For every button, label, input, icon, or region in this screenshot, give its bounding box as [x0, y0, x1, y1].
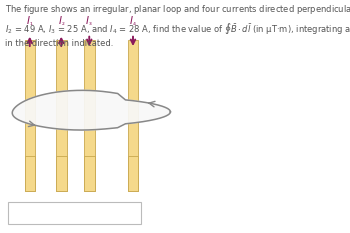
- Text: The figure shows an irregular, planar loop and four currents directed perpendicu: The figure shows an irregular, planar lo…: [5, 3, 350, 48]
- Bar: [84, 156, 95, 191]
- Polygon shape: [12, 90, 170, 130]
- Bar: [25, 156, 35, 191]
- Bar: [128, 40, 138, 191]
- Bar: [56, 156, 66, 191]
- Bar: [25, 40, 35, 191]
- Bar: [56, 40, 66, 191]
- Bar: [8, 202, 141, 224]
- Text: $\mathit{I}_{₁}$: $\mathit{I}_{₁}$: [26, 14, 34, 28]
- Bar: [128, 156, 138, 191]
- Text: $\mathit{I}_{₂}$: $\mathit{I}_{₂}$: [57, 14, 65, 28]
- Text: $\mathit{I}_{₄}$: $\mathit{I}_{₄}$: [129, 14, 137, 28]
- Bar: [84, 40, 95, 191]
- Text: $\mathit{I}_{₃}$: $\mathit{I}_{₃}$: [85, 14, 93, 28]
